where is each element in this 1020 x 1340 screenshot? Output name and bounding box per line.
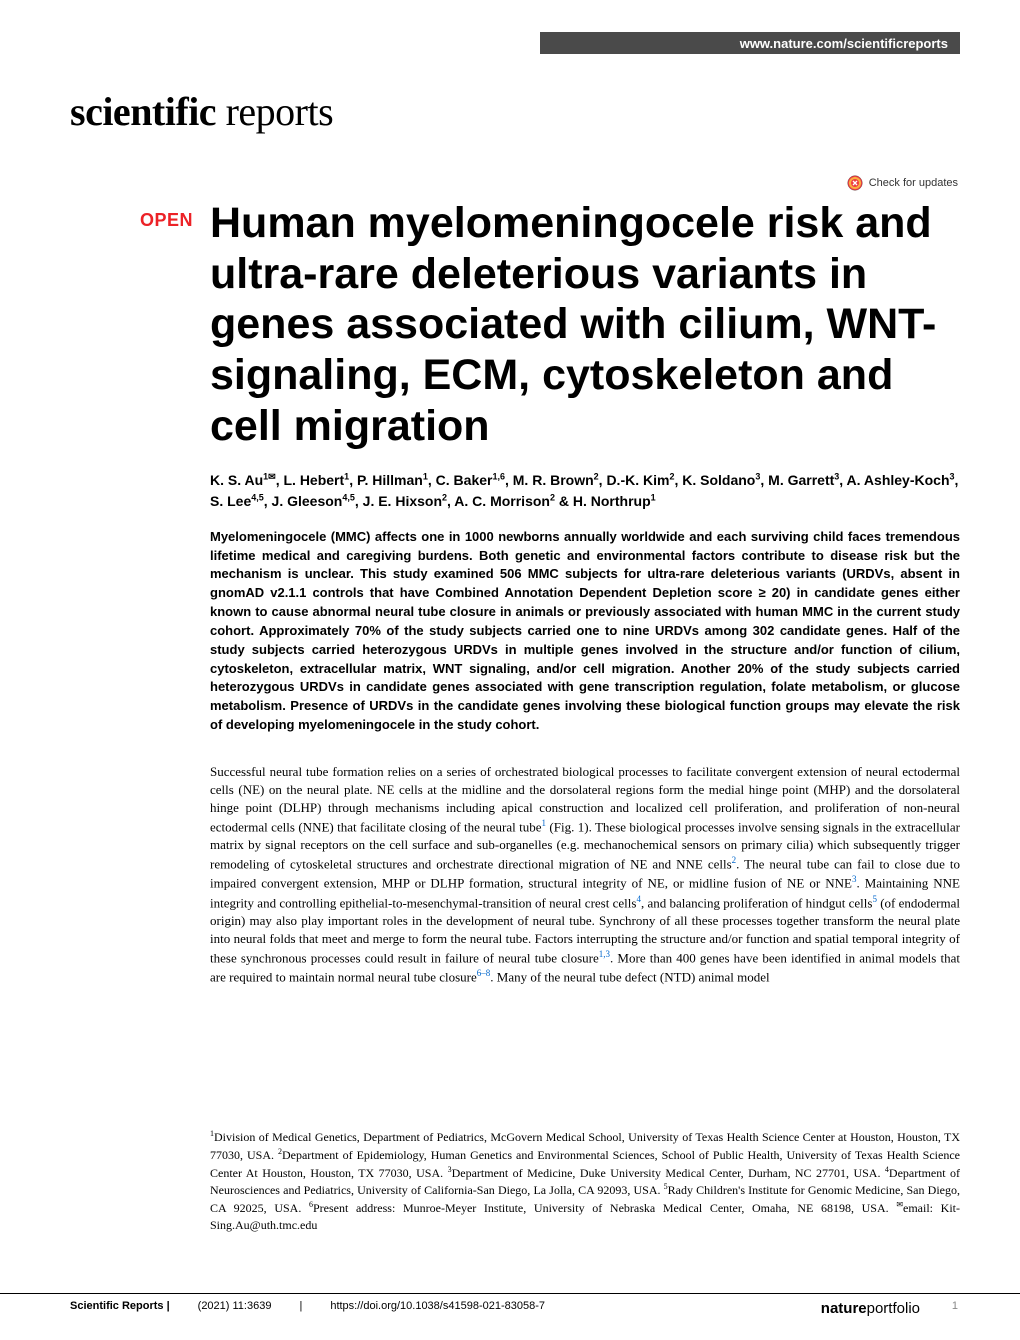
footer-doi[interactable]: https://doi.org/10.1038/s41598-021-83058… [330, 1300, 545, 1312]
authors-list: K. S. Au1✉, L. Hebert1, P. Hillman1, C. … [210, 470, 960, 512]
affiliations-block: 1Division of Medical Genetics, Departmen… [210, 1128, 960, 1234]
main-content: Human myelomeningocele risk and ultra-ra… [210, 198, 960, 986]
journal-name-bold: scientific [70, 89, 216, 134]
publisher-logo: natureportfolio [821, 1300, 920, 1317]
journal-url-text: www.nature.com/scientificreports [740, 36, 948, 51]
journal-logo: scientific reports [70, 88, 333, 135]
check-updates-button[interactable]: Check for updates [847, 175, 958, 191]
body-paragraph: Successful neural tube formation relies … [210, 763, 960, 986]
check-updates-label: Check for updates [869, 177, 958, 189]
abstract-text: Myelomeningocele (MMC) affects one in 10… [210, 528, 960, 735]
footer-journal-name: Scientific Reports | [70, 1300, 170, 1312]
footer-citation: Scientific Reports | (2021) 11:3639 | ht… [70, 1300, 545, 1312]
crossmark-icon [847, 175, 863, 191]
footer-citation-text: (2021) 11:3639 [198, 1300, 272, 1312]
footer-divider: | [299, 1300, 302, 1312]
page-number: 1 [952, 1300, 958, 1312]
article-title: Human myelomeningocele risk and ultra-ra… [210, 198, 960, 452]
page-footer: Scientific Reports | (2021) 11:3639 | ht… [0, 1293, 1020, 1312]
journal-url-banner: www.nature.com/scientificreports [540, 32, 960, 54]
open-access-badge: OPEN [140, 210, 193, 231]
publisher-bold: nature [821, 1300, 867, 1317]
journal-name-light: reports [216, 89, 333, 134]
publisher-light: portfolio [867, 1300, 920, 1317]
